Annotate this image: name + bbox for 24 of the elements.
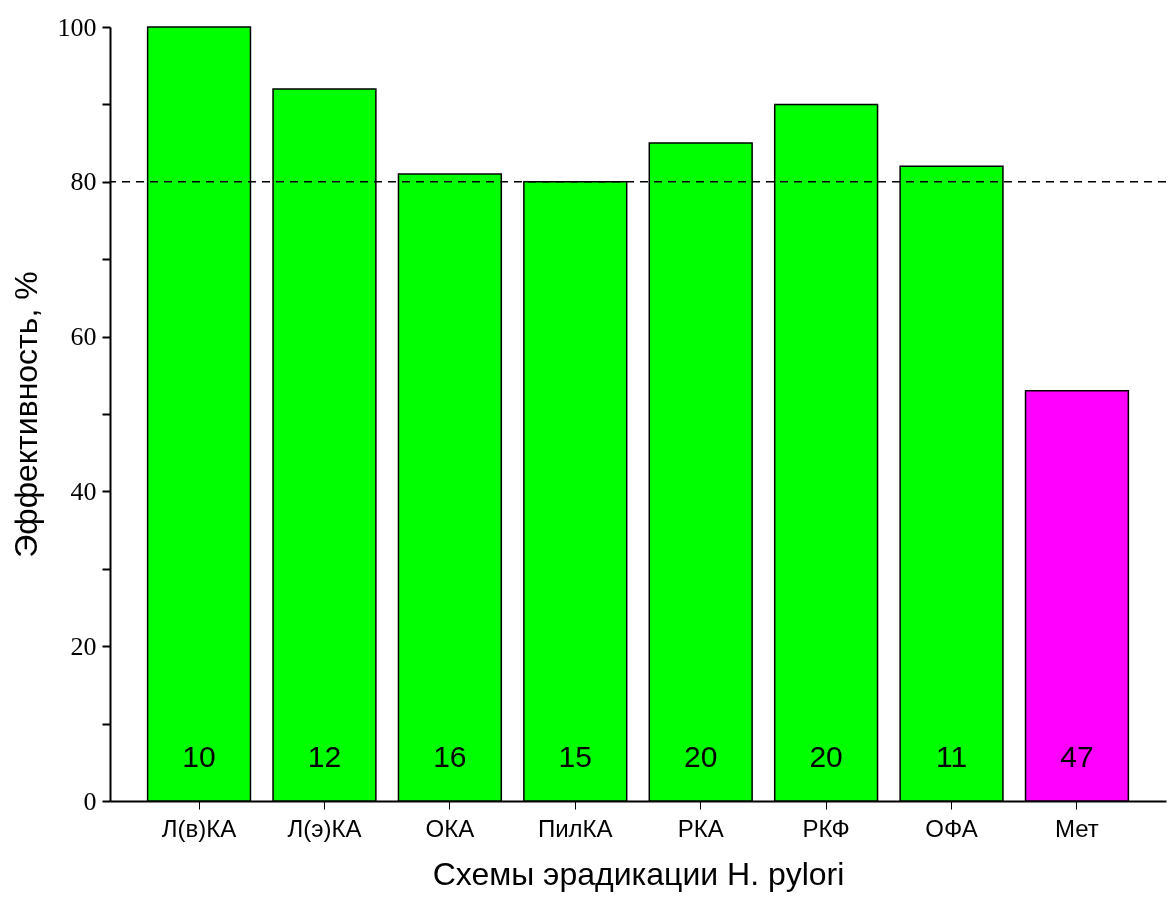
x-tick-label: Л(в)КА xyxy=(161,814,237,842)
annotation: 20 xyxy=(684,740,718,773)
annotation: 20 xyxy=(809,740,843,773)
annotation: 15 xyxy=(558,740,592,773)
x-tick-label: РКА xyxy=(677,814,724,842)
x-tick-label: Л(э)КА xyxy=(287,814,362,842)
y-tick-label: 100 xyxy=(57,12,97,42)
x-tick-label: ПилКА xyxy=(537,814,613,842)
x-tick-label: ОКА xyxy=(425,814,475,842)
y-tick-label: 80 xyxy=(70,167,97,197)
annotation: 12 xyxy=(307,740,342,773)
annotation: 16 xyxy=(433,740,467,773)
annotation: 47 xyxy=(1060,740,1094,773)
x-tick-label: ОФА xyxy=(925,814,978,842)
y-tick-label: 20 xyxy=(70,631,97,661)
y-tick-label: 0 xyxy=(83,786,97,816)
annotation: 10 xyxy=(182,740,216,773)
annotation: 11 xyxy=(935,740,968,773)
x-axis-title: Схемы эрадикации H. pylori xyxy=(432,855,845,892)
x-tick-label: РКФ xyxy=(802,814,850,842)
x-tick-label: Мет xyxy=(1055,814,1099,842)
y-tick-label: 40 xyxy=(70,476,97,506)
y-tick-label: 60 xyxy=(70,322,97,352)
y-axis-title: Эффективность, % xyxy=(7,271,44,558)
